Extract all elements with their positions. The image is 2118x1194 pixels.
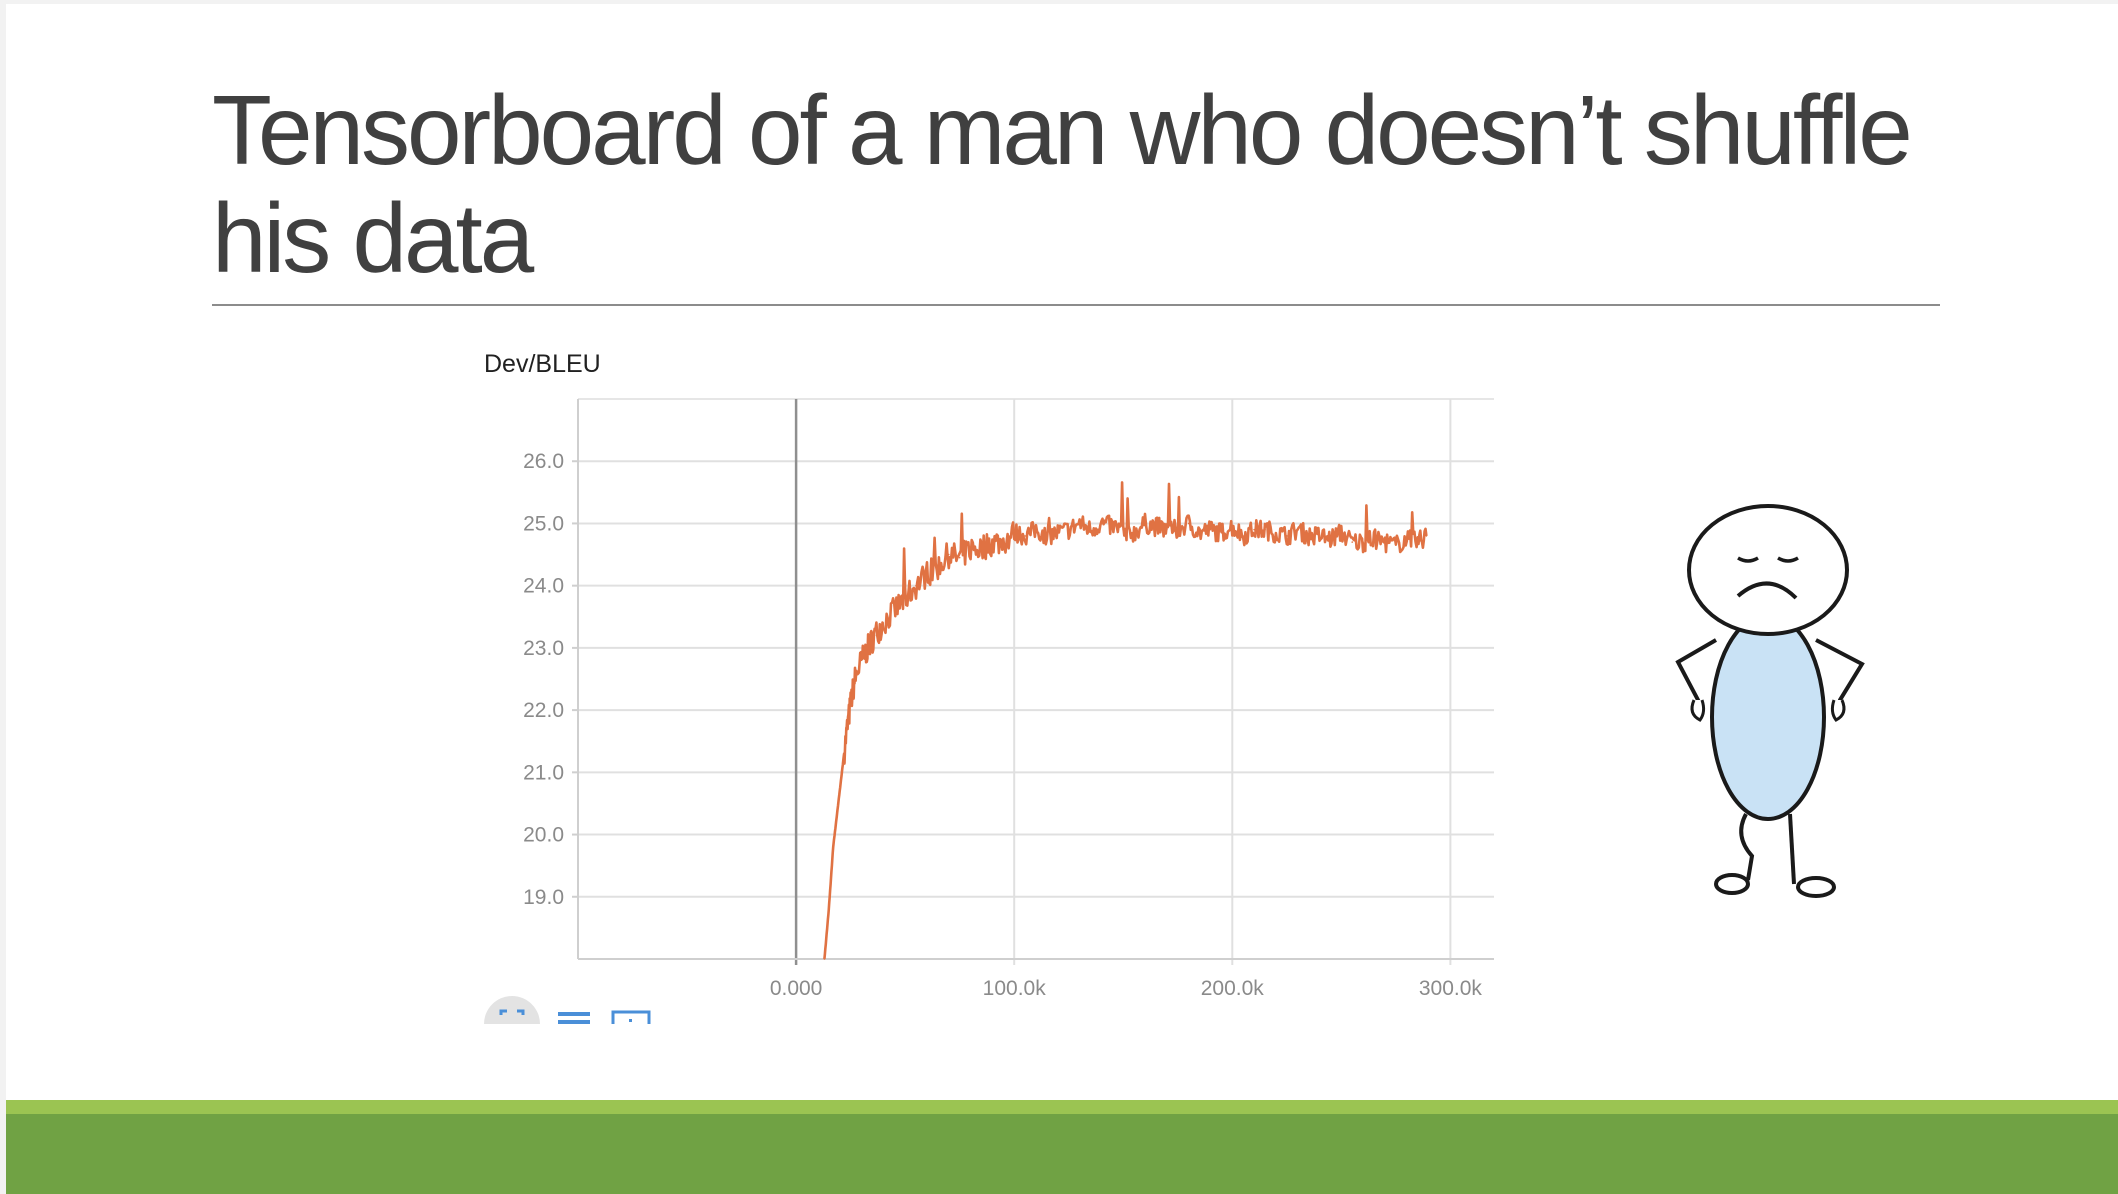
data-point: [1220, 531, 1223, 534]
sad-stick-figure-icon: [1675, 504, 1865, 898]
y-tick-label: 20.0: [523, 824, 564, 847]
data-point: [958, 556, 961, 559]
slide: Tensorboard of a man who doesn’t shuffle…: [6, 4, 2118, 1194]
data-point: [1253, 528, 1255, 531]
data-point: [1362, 541, 1364, 543]
data-point: [1373, 538, 1375, 540]
zoom-region-icon[interactable]: [610, 994, 654, 1024]
data-point: [1264, 528, 1266, 531]
data-point: [1013, 531, 1015, 534]
data-point: [1318, 535, 1321, 537]
data-point: [926, 572, 928, 575]
fit-domain-icon[interactable]: [484, 994, 540, 1024]
x-tick-label: 100.0k: [983, 977, 1047, 1000]
x-tick-label: 200.0k: [1201, 977, 1265, 1000]
data-point: [991, 541, 994, 543]
data-point: [849, 703, 852, 705]
data-point: [1329, 538, 1332, 540]
x-tick-label: 0.000: [770, 977, 823, 1000]
data-point: [860, 659, 863, 662]
data-point: [1286, 535, 1288, 537]
data-point: [1231, 525, 1234, 528]
footer-band-light: [6, 1100, 2118, 1114]
data-point: [1425, 535, 1428, 537]
data-point: [947, 553, 950, 556]
data-point: [828, 908, 830, 911]
data-point: [1035, 528, 1037, 531]
data-point: [1024, 535, 1026, 537]
data-point: [841, 771, 843, 774]
y-tick-label: 24.0: [523, 575, 564, 598]
data-point: [893, 609, 896, 612]
title-divider: [212, 304, 1940, 306]
chart-toolbar: [484, 994, 684, 1024]
data-point: [1144, 522, 1146, 525]
data-point: [1405, 538, 1408, 540]
data-point: [937, 566, 939, 568]
data-point: [1057, 531, 1059, 534]
data-point: [1307, 535, 1310, 537]
bleu-line-chart: 19.0 20.0 21.0 22.0 23.0 24.0 25.0 26.0 0.000 100…: [523, 398, 1494, 1000]
y-tick-label: 25.0: [523, 512, 564, 535]
data-point: [980, 547, 983, 550]
data-point: [832, 846, 834, 848]
data-point: [1078, 522, 1081, 525]
data-point: [904, 597, 906, 599]
y-tick-label: 26.0: [523, 450, 564, 473]
data-point: [1122, 528, 1125, 531]
data-point: [1155, 525, 1157, 528]
y-tick-label: 19.0: [523, 886, 564, 909]
data-point: [823, 958, 826, 960]
data-point: [915, 584, 917, 587]
data-point: [1046, 535, 1048, 537]
data-point: [1384, 541, 1386, 543]
data-point: [1089, 528, 1092, 531]
data-point: [1416, 541, 1419, 543]
y-tick-label: 22.0: [523, 699, 564, 722]
data-point: [1100, 522, 1103, 525]
data-point: [1002, 541, 1005, 543]
data-point: [1067, 528, 1070, 531]
data-point: [836, 808, 839, 811]
data-point: [1198, 531, 1201, 534]
series-line-dev-bleu: [823, 481, 1428, 960]
x-tick-label: 300.0k: [1419, 977, 1483, 1000]
data-point: [969, 547, 972, 550]
list-icon[interactable]: [556, 994, 592, 1024]
data-point: [1111, 525, 1114, 528]
chart-title: Dev/BLEU: [484, 350, 601, 378]
data-point: [873, 634, 876, 637]
data-point: [1275, 531, 1277, 534]
data-point: [845, 734, 848, 736]
y-tick-label: 21.0: [523, 761, 564, 784]
data-point: [1395, 544, 1397, 547]
data-point: [854, 678, 856, 680]
data-point: [1296, 528, 1299, 531]
data-point: [867, 647, 869, 649]
data-point: [882, 622, 885, 624]
data-point: [1133, 531, 1135, 534]
data-point: [1242, 535, 1244, 537]
data-point: [1187, 522, 1190, 525]
data-point: [1166, 528, 1168, 531]
footer-band-dark: [6, 1114, 2118, 1194]
data-point: [1351, 541, 1354, 543]
data-point: [1209, 528, 1212, 531]
data-point: [1340, 531, 1343, 534]
data-point: [1176, 528, 1179, 531]
y-tick-label: 23.0: [523, 637, 564, 660]
slide-title: Tensorboard of a man who doesn’t shuffle…: [212, 75, 1913, 293]
